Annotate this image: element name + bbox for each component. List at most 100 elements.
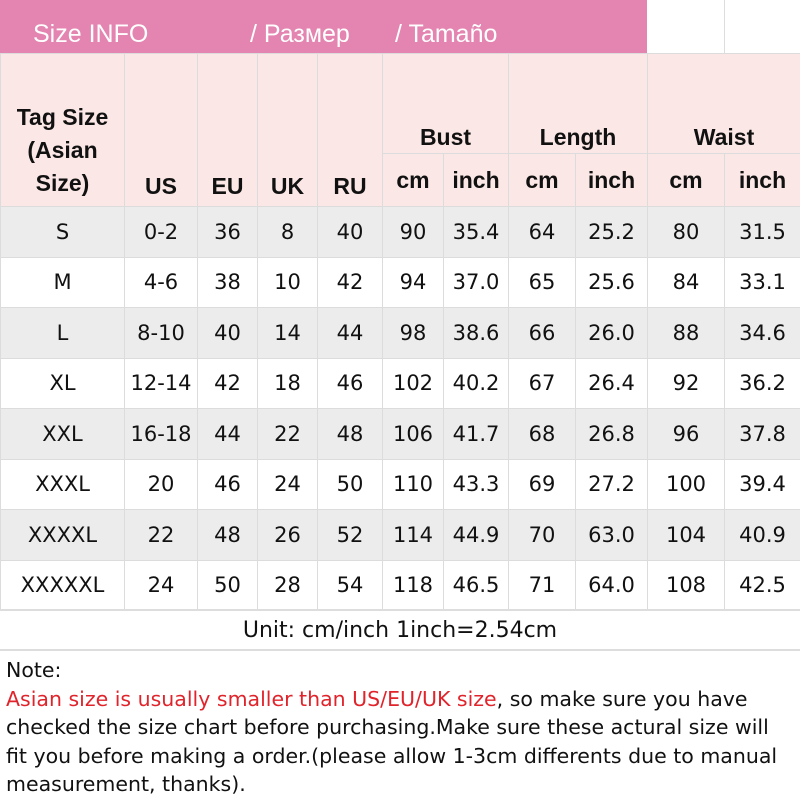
cell-eu: 48 [197,509,258,561]
cell-length-cm: 66 [508,307,576,359]
cell-us: 12-14 [124,357,198,409]
cell-tag: XL [0,357,125,409]
cell-us: 8-10 [124,307,198,359]
cell-ru: 54 [317,559,383,611]
cell-us: 20 [124,458,198,510]
cell-uk: 14 [257,307,318,359]
cell-length-cm: 65 [508,256,576,308]
banner-title-ru: / Размер [250,20,350,48]
cell-ru: 44 [317,307,383,359]
cell-length-cm: 64 [508,206,576,258]
cell-bust-cm: 110 [382,458,444,510]
cell-bust-cm: 114 [382,509,444,561]
note-label: Note: [6,658,62,682]
cell-eu: 46 [197,458,258,510]
header-waist-cm: cm [647,153,725,207]
cell-uk: 28 [257,559,318,611]
cell-waist-cm: 84 [647,256,725,308]
cell-waist-inch: 37.8 [724,408,800,460]
cell-eu: 44 [197,408,258,460]
cell-tag: L [0,307,125,359]
header-bust: Bust [382,53,509,154]
cell-tag: XXXL [0,458,125,510]
cell-bust-cm: 106 [382,408,444,460]
cell-length-inch: 26.0 [575,307,648,359]
table-row: XXXXXL 24 50 28 54 118 46.5 71 64.0 108 42.5 [0,559,800,611]
header-bust-inch: inch [443,153,509,207]
size-table: Tag Size (Asian Size) US EU UK RU Bust L… [0,53,800,611]
cell-waist-inch: 34.6 [724,307,800,359]
cell-length-cm: 69 [508,458,576,510]
cell-bust-inch: 37.0 [443,256,509,308]
cell-bust-inch: 44.9 [443,509,509,561]
cell-bust-cm: 90 [382,206,444,258]
cell-waist-cm: 100 [647,458,725,510]
cell-uk: 10 [257,256,318,308]
cell-uk: 8 [257,206,318,258]
size-rows: S 0-2 36 8 40 90 35.4 64 25.2 80 31.5 M 4-6 38 10 42 94 3… [0,206,800,611]
cell-length-cm: 71 [508,559,576,611]
header-length: Length [508,53,648,154]
cell-eu: 38 [197,256,258,308]
cell-length-cm: 70 [508,509,576,561]
header-length-cm: cm [508,153,576,207]
cell-waist-cm: 88 [647,307,725,359]
cell-us: 22 [124,509,198,561]
note-text: , so make sure you have checked the size… [6,686,778,797]
cell-us: 16-18 [124,408,198,460]
cell-bust-inch: 35.4 [443,206,509,258]
table-row: XXL 16-18 44 22 48 106 41.7 68 26.8 96 37.8 [0,408,800,460]
cell-tag: XXL [0,408,125,460]
table-row: XXXXL 22 48 26 52 114 44.9 70 63.0 104 40.9 [0,509,800,561]
cell-bust-cm: 118 [382,559,444,611]
cell-length-inch: 26.8 [575,408,648,460]
cell-uk: 22 [257,408,318,460]
banner-title: Size INFO [33,20,149,48]
table-row: XXXL 20 46 24 50 110 43.3 69 27.2 100 39.4 [0,458,800,510]
header-waist-inch: inch [724,153,800,207]
cell-waist-cm: 80 [647,206,725,258]
cell-length-inch: 63.0 [575,509,648,561]
cell-bust-cm: 94 [382,256,444,308]
cell-ru: 42 [317,256,383,308]
cell-waist-inch: 36.2 [724,357,800,409]
table-row: M 4-6 38 10 42 94 37.0 65 25.6 84 33.1 [0,256,800,308]
cell-length-cm: 67 [508,357,576,409]
banner-title-es: / Tamaño [395,20,498,48]
cell-us: 4-6 [124,256,198,308]
cell-length-cm: 68 [508,408,576,460]
cell-tag: S [0,206,125,258]
cell-waist-inch: 39.4 [724,458,800,510]
header-us: US [124,53,198,207]
table-row: S 0-2 36 8 40 90 35.4 64 25.2 80 31.5 [0,206,800,258]
cell-eu: 50 [197,559,258,611]
cell-tag: XXXXXL [0,559,125,611]
cell-bust-inch: 46.5 [443,559,509,611]
cell-bust-inch: 38.6 [443,307,509,359]
cell-ru: 46 [317,357,383,409]
cell-ru: 48 [317,408,383,460]
cell-waist-cm: 96 [647,408,725,460]
header-blank-cell [724,0,725,53]
cell-tag: M [0,256,125,308]
cell-length-inch: 27.2 [575,458,648,510]
cell-waist-inch: 40.9 [724,509,800,561]
header-length-inch: inch [575,153,648,207]
table-row: L 8-10 40 14 44 98 38.6 66 26.0 88 34.6 [0,307,800,359]
cell-uk: 18 [257,357,318,409]
header-eu: EU [197,53,258,207]
note: Note: Asian size is usually smaller than… [6,656,796,799]
header-tag-size: Tag Size (Asian Size) [0,53,125,207]
cell-bust-inch: 40.2 [443,357,509,409]
cell-ru: 50 [317,458,383,510]
header-uk: UK [257,53,318,207]
cell-bust-inch: 41.7 [443,408,509,460]
cell-length-inch: 26.4 [575,357,648,409]
cell-bust-cm: 102 [382,357,444,409]
cell-length-inch: 25.2 [575,206,648,258]
cell-waist-inch: 42.5 [724,559,800,611]
cell-waist-cm: 92 [647,357,725,409]
header-bust-cm: cm [382,153,444,207]
header-waist: Waist [647,53,800,154]
unit-note: Unit: cm/inch 1inch=2.54cm [0,609,800,651]
